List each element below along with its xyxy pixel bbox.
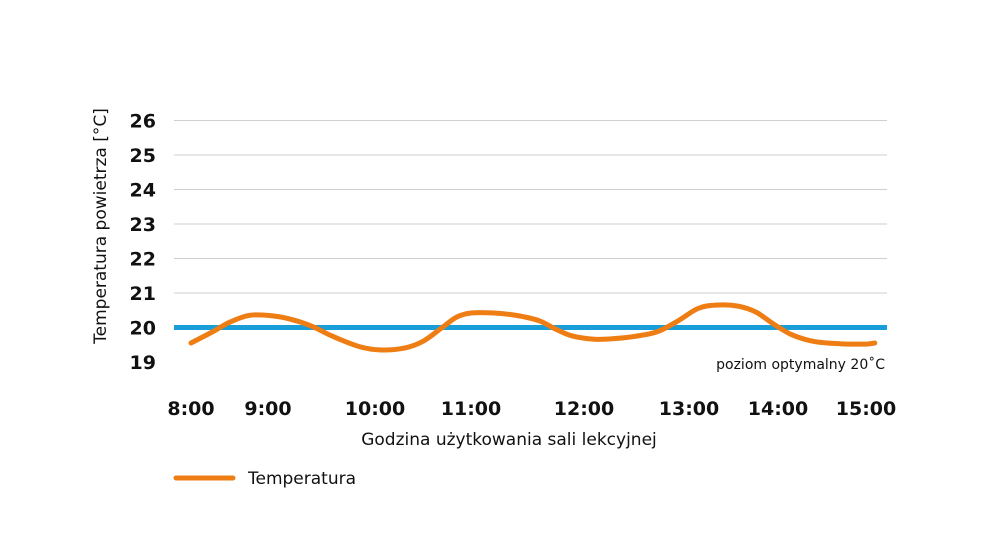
y-tick-25: 25 [130, 145, 156, 167]
x-tick-13-00: 13:00 [659, 398, 719, 420]
y-tick-22: 22 [130, 249, 156, 271]
y-tick-24: 24 [130, 180, 156, 202]
x-tick-12-00: 12:00 [554, 398, 614, 420]
y-tick-19: 19 [130, 352, 156, 374]
x-tick-14-00: 14:00 [748, 398, 808, 420]
y-axis-label: Temperatura powietrza [°C] [91, 108, 111, 345]
x-tick-10-00: 10:00 [345, 398, 405, 420]
legend-label-temperatura: Temperatura [247, 469, 356, 489]
reference-line-label: poziom optymalny 20˚C [716, 356, 885, 373]
x-tick-15-00: 15:00 [836, 398, 896, 420]
y-tick-23: 23 [130, 214, 156, 236]
x-tick-9-00: 9:00 [244, 398, 291, 420]
x-tick-8-00: 8:00 [167, 398, 214, 420]
x-tick-11-00: 11:00 [441, 398, 501, 420]
x-tick-labels: 8:00 9:00 10:00 11:00 12:00 13:00 14:00 15:00 [167, 398, 896, 420]
grid-lines [174, 120, 887, 328]
series-line-temperatura [188, 302, 878, 353]
y-tick-20: 20 [130, 318, 156, 340]
y-tick-labels: 19 20 21 22 23 24 25 26 [130, 111, 156, 375]
series-group [188, 302, 878, 353]
legend: Temperatura [173, 469, 356, 489]
x-axis-label: Godzina użytkowania sali lekcyjnej [361, 430, 657, 450]
y-tick-26: 26 [130, 111, 156, 133]
y-tick-21: 21 [130, 283, 156, 305]
